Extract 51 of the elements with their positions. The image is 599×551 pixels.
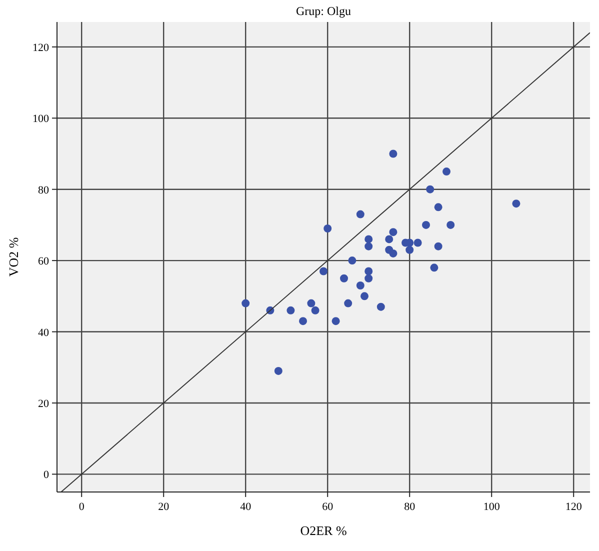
point <box>311 306 320 314</box>
point <box>414 238 422 247</box>
point <box>426 185 434 194</box>
y-axis-title: VO2 % <box>6 237 21 277</box>
point <box>340 274 348 282</box>
point <box>446 220 455 229</box>
chart-title: Grup: Olgu <box>296 4 351 18</box>
point <box>389 249 398 258</box>
point <box>299 317 307 326</box>
point <box>274 366 282 375</box>
point <box>360 292 368 300</box>
y-tick-label: 60 <box>38 256 50 268</box>
point <box>385 235 394 244</box>
y-tick-label: 20 <box>38 398 50 410</box>
x-tick-label: 40 <box>240 501 252 513</box>
point <box>364 242 373 250</box>
x-tick-label: 20 <box>158 501 170 513</box>
point <box>348 256 356 265</box>
x-tick-label: 80 <box>404 501 416 513</box>
point <box>332 317 340 326</box>
point <box>442 168 450 176</box>
point <box>242 299 250 308</box>
x-tick-label: 120 <box>565 501 582 513</box>
point <box>324 224 332 233</box>
y-tick-label: 120 <box>32 42 50 54</box>
point <box>356 210 364 218</box>
point <box>434 203 442 212</box>
point <box>422 220 430 229</box>
point <box>389 228 398 236</box>
point <box>286 306 295 314</box>
y-tick-label: 0 <box>44 469 50 482</box>
point <box>430 264 438 272</box>
point <box>406 246 414 254</box>
point <box>364 235 373 244</box>
x-tick-label: 100 <box>483 501 500 513</box>
point <box>344 299 352 308</box>
y-tick-label: 80 <box>38 184 50 196</box>
y-tick-label: 40 <box>38 326 50 339</box>
point <box>356 281 364 290</box>
point <box>364 274 373 282</box>
point <box>364 267 373 276</box>
x-tick-label: 60 <box>322 501 334 513</box>
y-tick-label: 100 <box>32 113 50 126</box>
x-tick-label: 0 <box>78 501 85 513</box>
x-axis-title: O2ER % <box>300 523 347 538</box>
point <box>376 302 385 311</box>
point <box>389 150 398 158</box>
point <box>307 299 316 308</box>
point <box>320 267 328 276</box>
point <box>434 242 442 250</box>
point <box>512 200 520 208</box>
